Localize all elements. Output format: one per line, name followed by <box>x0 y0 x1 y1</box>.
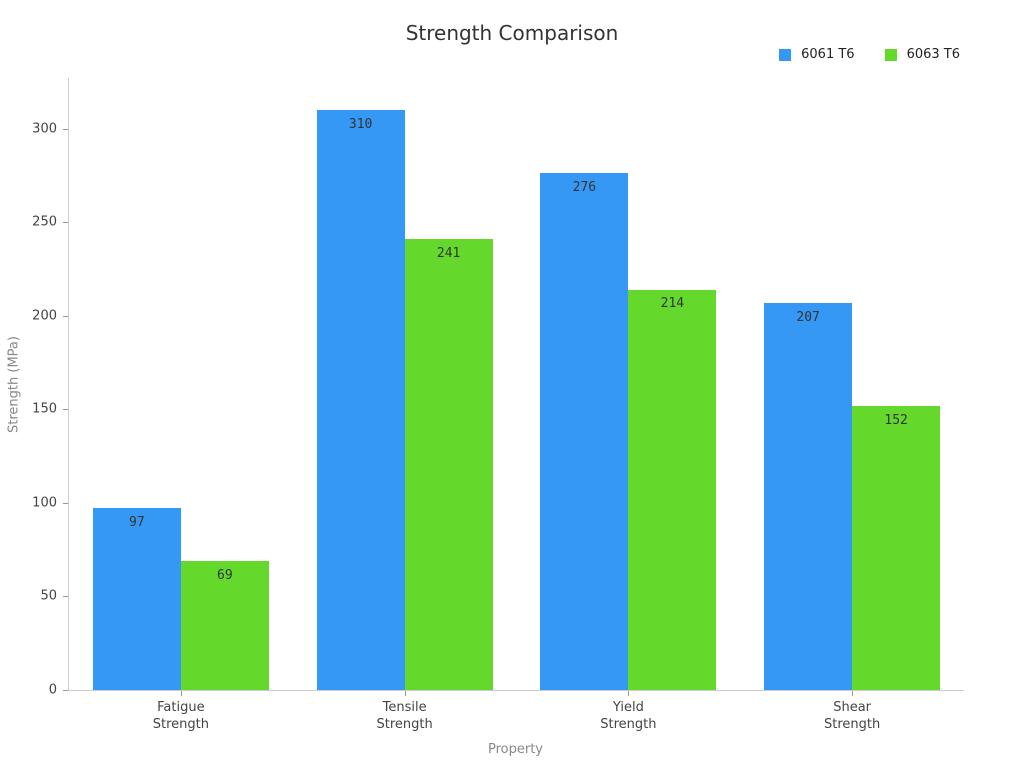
legend-swatch-blue <box>779 48 792 61</box>
x-category-label: Tensile Strength <box>376 700 433 732</box>
bar-6061-t6 <box>764 302 853 690</box>
x-category-label: Yield Strength <box>600 700 657 732</box>
legend: 6061 T6 6063 T6 <box>779 47 960 62</box>
y-tick-label: 200 <box>32 308 57 324</box>
legend-item-6063-t6: 6063 T6 <box>884 47 960 62</box>
y-tick-mark <box>63 690 68 691</box>
x-tick-mark <box>404 691 406 696</box>
bar-value-label: 97 <box>129 515 145 531</box>
bar-6063-t6 <box>852 405 941 690</box>
y-tick-label: 300 <box>32 121 57 137</box>
bar-value-label: 241 <box>436 245 461 261</box>
x-tick-mark <box>852 691 854 696</box>
bar-6061-t6 <box>92 508 181 690</box>
y-tick-mark <box>63 409 68 411</box>
bar-value-label: 276 <box>572 180 597 196</box>
bar-value-label: 207 <box>796 309 820 325</box>
y-tick-mark <box>63 128 68 130</box>
y-tick-mark <box>63 502 68 504</box>
bar-value-label: 214 <box>660 296 685 312</box>
y-tick-label: 250 <box>32 214 57 230</box>
bar-value-label: 69 <box>217 567 233 583</box>
y-tick-label: 50 <box>40 588 57 604</box>
x-tick-mark <box>628 691 630 696</box>
bar-value-label: 152 <box>884 412 908 428</box>
x-category-label: Fatigue Strength <box>152 700 209 732</box>
bar-6063-t6 <box>628 289 717 690</box>
y-tick-label: 0 <box>48 682 57 698</box>
x-category-label: Shear Strength <box>824 700 881 732</box>
y-tick-mark <box>63 596 68 598</box>
legend-item-6061-t6: 6061 T6 <box>779 47 855 62</box>
bar-6061-t6 <box>540 173 629 690</box>
legend-swatch-green <box>884 48 897 61</box>
x-tick-mark <box>180 691 182 696</box>
legend-label-6061-t6: 6061 T6 <box>801 47 855 62</box>
bar-value-label: 310 <box>348 116 373 132</box>
legend-label-6063-t6: 6063 T6 <box>906 47 960 62</box>
chart-title: Strength Comparison <box>405 21 619 45</box>
y-tick-label: 100 <box>32 495 57 511</box>
y-tick-label: 150 <box>32 401 57 417</box>
bar-6063-t6 <box>404 238 493 690</box>
y-tick-mark <box>63 222 68 224</box>
plot-area: 0 50 100 150 200 250 300 Fatigue Strength 97 69 Te… <box>32 78 964 732</box>
bar-6061-t6 <box>316 109 405 690</box>
y-axis-title: Strength (MPa) <box>6 336 22 433</box>
x-axis-title: Property <box>487 742 543 757</box>
y-tick-mark <box>63 315 68 317</box>
bar-6063-t6 <box>180 560 269 690</box>
